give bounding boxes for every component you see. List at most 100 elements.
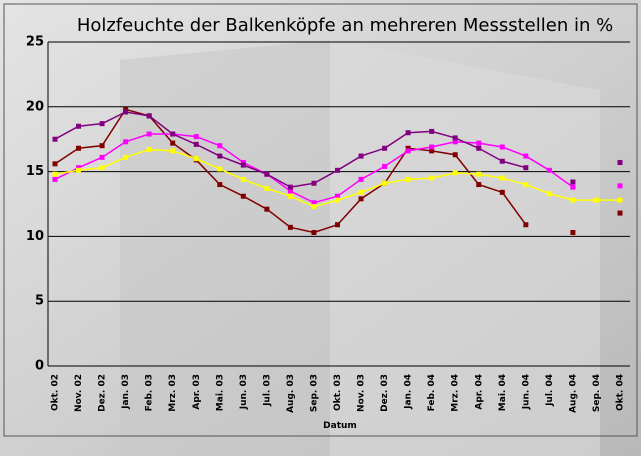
building (330, 40, 600, 456)
x-tick-label: Jul. 03 (262, 374, 272, 407)
chart-title: Holzfeuchte der Balkenköpfe an mehreren … (77, 15, 613, 36)
data-point (429, 129, 434, 134)
data-point (406, 177, 411, 182)
data-point (53, 137, 58, 142)
data-point (264, 186, 269, 191)
data-point (335, 198, 340, 203)
data-point (53, 177, 58, 182)
x-tick-label: Feb. 03 (145, 374, 155, 411)
data-point (500, 159, 505, 164)
data-point (53, 172, 58, 177)
data-point (429, 176, 434, 181)
x-tick-label: Feb. 04 (427, 374, 437, 411)
data-point (570, 179, 575, 184)
data-point (382, 146, 387, 151)
data-point (100, 165, 105, 170)
data-point (194, 134, 199, 139)
y-tick-label: 25 (26, 35, 44, 50)
x-tick-label: Apr. 03 (192, 374, 202, 410)
data-point (618, 160, 623, 165)
data-point (170, 141, 175, 146)
data-point (500, 176, 505, 181)
x-tick-label: Mai. 04 (498, 374, 508, 411)
x-tick-label: Jan. 03 (121, 374, 131, 410)
data-point (453, 152, 458, 157)
y-tick-label: 5 (35, 294, 44, 309)
data-point (53, 161, 58, 166)
data-point (359, 177, 364, 182)
data-point (194, 156, 199, 161)
data-point (523, 154, 528, 159)
data-point (123, 155, 128, 160)
data-point (359, 154, 364, 159)
data-point (523, 182, 528, 187)
data-point (147, 132, 152, 137)
data-point (311, 181, 316, 186)
x-tick-label: Jun. 04 (521, 374, 531, 410)
data-point (311, 230, 316, 235)
data-point (311, 204, 316, 209)
data-point (406, 148, 411, 153)
data-point (76, 168, 81, 173)
data-point (123, 139, 128, 144)
data-point (570, 198, 575, 203)
data-point (241, 163, 246, 168)
x-tick-label: Mrz. 04 (451, 374, 461, 412)
data-point (359, 190, 364, 195)
data-point (594, 198, 599, 203)
data-point (382, 181, 387, 186)
data-point (406, 130, 411, 135)
data-point (547, 168, 552, 173)
data-point (147, 147, 152, 152)
data-point (147, 113, 152, 118)
x-axis-label: Datum (323, 421, 357, 431)
data-point (100, 155, 105, 160)
data-point (76, 146, 81, 151)
data-point (264, 172, 269, 177)
data-point (382, 164, 387, 169)
data-point (194, 142, 199, 147)
y-tick-label: 20 (26, 99, 44, 114)
data-point (359, 196, 364, 201)
data-point (476, 146, 481, 151)
x-tick-label: Mrz. 03 (168, 374, 178, 412)
data-point (335, 222, 340, 227)
x-tick-label: Mai. 03 (215, 374, 225, 411)
data-point (570, 185, 575, 190)
x-tick-label: Jan. 04 (404, 374, 414, 410)
data-point (217, 182, 222, 187)
y-tick-label: 10 (26, 229, 44, 244)
data-point (523, 165, 528, 170)
x-tick-label: Okt. 04 (616, 374, 626, 411)
x-tick-label: Dez. 02 (98, 374, 108, 412)
x-tick-label: Nov. 02 (74, 374, 84, 412)
x-tick-label: Apr. 04 (474, 374, 484, 410)
data-point (264, 207, 269, 212)
x-tick-label: Aug. 03 (286, 374, 296, 413)
data-point (288, 194, 293, 199)
data-point (476, 141, 481, 146)
data-point (217, 143, 222, 148)
x-tick-label: Dez. 03 (380, 374, 390, 412)
chart: Holzfeuchte der Balkenköpfe an mehreren … (0, 0, 641, 456)
data-point (453, 170, 458, 175)
data-point (100, 143, 105, 148)
x-tick-label: Okt. 03 (333, 374, 343, 411)
data-point (476, 182, 481, 187)
y-tick-label: 0 (35, 359, 44, 374)
data-point (170, 132, 175, 137)
x-tick-label: Sep. 03 (309, 374, 319, 412)
data-point (570, 230, 575, 235)
data-point (500, 144, 505, 149)
x-tick-label: Aug. 04 (568, 374, 578, 413)
data-point (618, 183, 623, 188)
data-point (500, 190, 505, 195)
data-point (241, 194, 246, 199)
data-point (429, 144, 434, 149)
data-point (288, 225, 293, 230)
x-tick-label: Okt. 02 (51, 374, 61, 411)
x-tick-label: Jul. 04 (545, 374, 555, 407)
x-tick-label: Jun. 03 (239, 374, 249, 410)
x-tick-label: Sep. 04 (592, 374, 602, 412)
data-point (547, 191, 552, 196)
